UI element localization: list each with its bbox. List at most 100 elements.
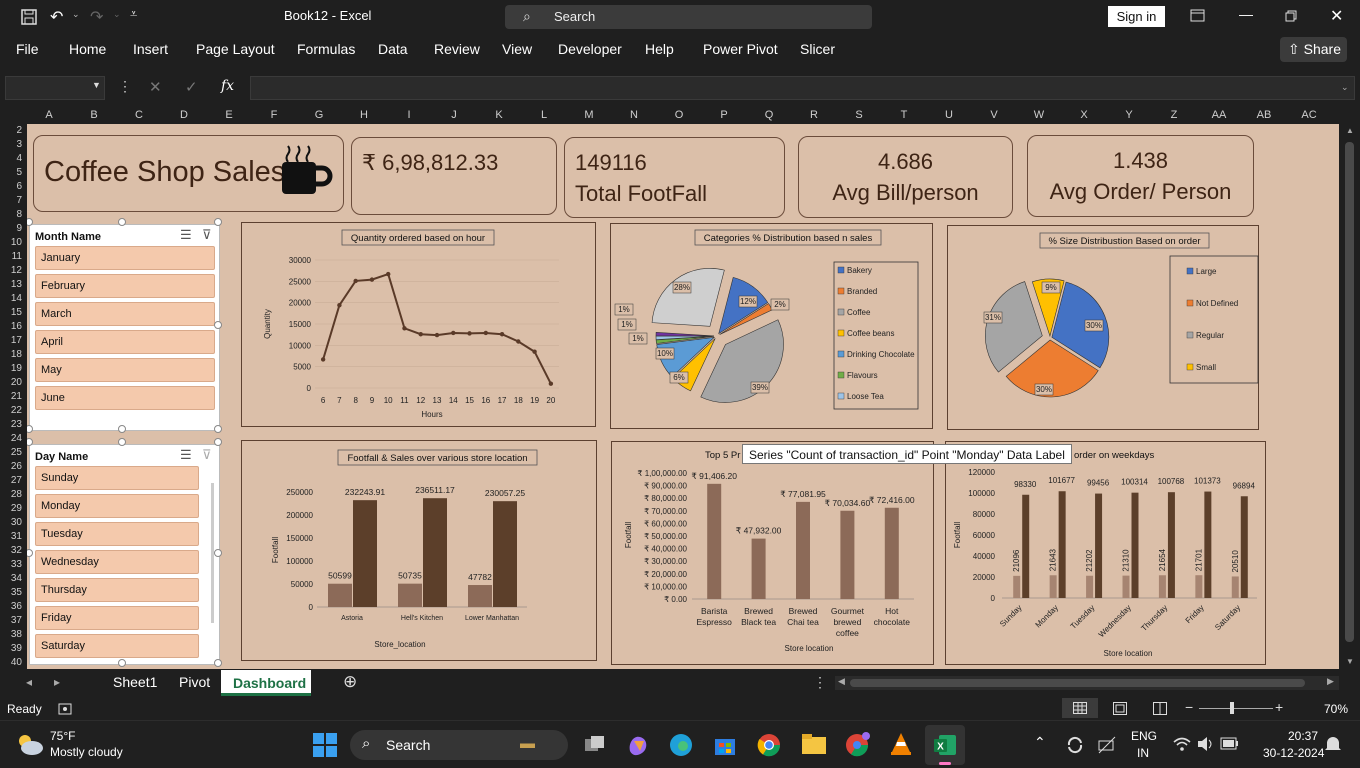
copilot-icon[interactable] <box>626 733 650 757</box>
column-header[interactable]: P <box>720 109 728 121</box>
row-header[interactable]: 4 <box>16 153 22 164</box>
scroll-thumb[interactable] <box>1345 142 1354 642</box>
column-header[interactable]: U <box>945 109 953 121</box>
selection-handle[interactable] <box>27 425 33 433</box>
selection-handle[interactable] <box>214 659 222 667</box>
selection-handle[interactable] <box>214 218 222 226</box>
undo-icon[interactable]: ↶ <box>50 9 64 26</box>
column-header[interactable]: Y <box>1125 109 1133 121</box>
column-header[interactable]: AA <box>1211 109 1227 121</box>
tab-view[interactable]: View <box>502 41 533 57</box>
close-icon[interactable]: ✕ <box>1330 8 1344 25</box>
month-slicer-item-january[interactable]: January <box>35 246 215 270</box>
row-header[interactable]: 18 <box>10 349 22 360</box>
name-box-dropdown-icon[interactable]: ▼ <box>92 80 101 90</box>
row-header[interactable]: 15 <box>10 307 22 318</box>
column-header[interactable]: Q <box>764 109 774 121</box>
name-box[interactable]: ▼ <box>5 76 105 100</box>
selection-handle[interactable] <box>214 549 222 557</box>
vertical-scrollbar[interactable]: ▲ ▼ <box>1341 124 1360 669</box>
tab-power-pivot[interactable]: Power Pivot <box>703 41 778 57</box>
zoom-slider[interactable] <box>1199 708 1273 709</box>
selection-handle[interactable] <box>214 425 222 433</box>
file-explorer-icon[interactable] <box>801 733 827 755</box>
language-code[interactable]: ENG <box>1131 729 1158 743</box>
row-header[interactable]: 24 <box>10 433 22 444</box>
selection-handle[interactable] <box>118 659 126 667</box>
row-header[interactable]: 8 <box>16 209 22 220</box>
row-header[interactable]: 16 <box>10 321 22 332</box>
tab-developer[interactable]: Developer <box>558 41 622 57</box>
insert-function-icon[interactable]: fx <box>221 78 235 94</box>
excel-taskbar-button[interactable]: X <box>925 725 965 765</box>
column-header[interactable]: I <box>407 109 411 121</box>
column-header[interactable]: N <box>630 109 638 121</box>
prev-sheet-icon[interactable]: ◂ <box>26 675 33 689</box>
normal-view-button[interactable] <box>1062 698 1098 718</box>
month-slicer-item-march[interactable]: March <box>35 302 215 326</box>
row-header[interactable]: 29 <box>10 503 22 514</box>
slicer-scrollbar[interactable] <box>211 483 214 623</box>
row-header[interactable]: 28 <box>10 489 22 500</box>
scroll-left-icon[interactable]: ◀ <box>838 676 845 686</box>
column-header[interactable]: T <box>900 109 908 121</box>
row-header[interactable]: 40 <box>10 657 22 668</box>
show-hidden-icons[interactable]: ⌃ <box>1034 734 1046 750</box>
sheet-tab-sheet1[interactable]: Sheet1 <box>113 674 158 690</box>
tab-formulas[interactable]: Formulas <box>297 41 356 57</box>
weather-temp[interactable]: 75°F <box>50 729 76 743</box>
selection-handle[interactable] <box>27 549 33 557</box>
row-header[interactable]: 22 <box>10 405 22 416</box>
day-slicer-item-sunday[interactable]: Sunday <box>35 466 199 490</box>
task-view-icon[interactable] <box>584 735 606 755</box>
tab-insert[interactable]: Insert <box>133 41 169 57</box>
row-header[interactable]: 38 <box>10 629 22 640</box>
zoom-level[interactable]: 70% <box>1324 702 1349 716</box>
restore-icon[interactable] <box>1285 10 1297 22</box>
page-layout-view-icon[interactable] <box>1113 702 1127 715</box>
row-header[interactable]: 9 <box>16 223 22 234</box>
row-header[interactable]: 26 <box>10 461 22 472</box>
share-button[interactable]: ⇧ Share <box>1280 37 1347 62</box>
tab-review[interactable]: Review <box>434 41 480 57</box>
column-header[interactable]: B <box>90 109 98 121</box>
customize-toolbar-icon[interactable]: ⩡ <box>130 6 138 21</box>
horizontal-scrollbar[interactable]: ◀ ▶ <box>835 676 1339 690</box>
column-header[interactable]: M <box>584 109 594 121</box>
row-header[interactable]: 23 <box>10 419 22 430</box>
column-header[interactable]: V <box>990 109 998 121</box>
more-options-icon[interactable]: ⋮ <box>118 78 132 94</box>
scroll-up-icon[interactable]: ▲ <box>1346 126 1354 135</box>
clock-time[interactable]: 20:37 <box>1288 729 1319 743</box>
row-header[interactable]: 30 <box>10 517 22 528</box>
row-header[interactable]: 5 <box>16 167 22 178</box>
row-header[interactable]: 27 <box>10 475 22 486</box>
tab-help[interactable]: Help <box>645 41 674 57</box>
row-header[interactable]: 25 <box>10 447 22 458</box>
column-header[interactable]: X <box>1080 109 1088 121</box>
column-header[interactable]: F <box>270 109 278 121</box>
day-slicer-item-thursday[interactable]: Thursday <box>35 578 199 602</box>
page-break-view-icon[interactable] <box>1153 702 1167 715</box>
day-slicer-item-saturday[interactable]: Saturday <box>35 634 199 658</box>
sync-icon[interactable] <box>1065 735 1085 755</box>
weather-condition[interactable]: Mostly cloudy <box>50 745 123 759</box>
selection-handle[interactable] <box>118 438 126 446</box>
row-header[interactable]: 21 <box>10 391 22 402</box>
dashboard-sheet[interactable]: Coffee Shop Sales ₹ 6,98,812.33 149116 T… <box>27 124 1339 669</box>
scroll-down-icon[interactable]: ▼ <box>1346 657 1354 666</box>
row-header[interactable]: 7 <box>16 195 22 206</box>
add-sheet-icon[interactable]: ⊕ <box>343 672 358 691</box>
row-header[interactable]: 2 <box>16 125 22 136</box>
minimize-icon[interactable]: — <box>1239 6 1253 22</box>
selection-handle[interactable] <box>27 438 33 446</box>
column-header[interactable]: S <box>855 109 863 121</box>
expand-formula-icon[interactable]: ⌄ <box>1341 82 1349 92</box>
day-slicer-item-monday[interactable]: Monday <box>35 494 199 518</box>
taskbar-search[interactable]: ⌕ Search ▬ <box>350 730 568 760</box>
edge-icon[interactable] <box>669 733 693 757</box>
sheet-tab-pivot[interactable]: Pivot <box>179 674 211 690</box>
column-header[interactable]: O <box>674 109 684 121</box>
volume-icon[interactable] <box>1196 736 1214 752</box>
column-header[interactable]: A <box>45 109 53 121</box>
